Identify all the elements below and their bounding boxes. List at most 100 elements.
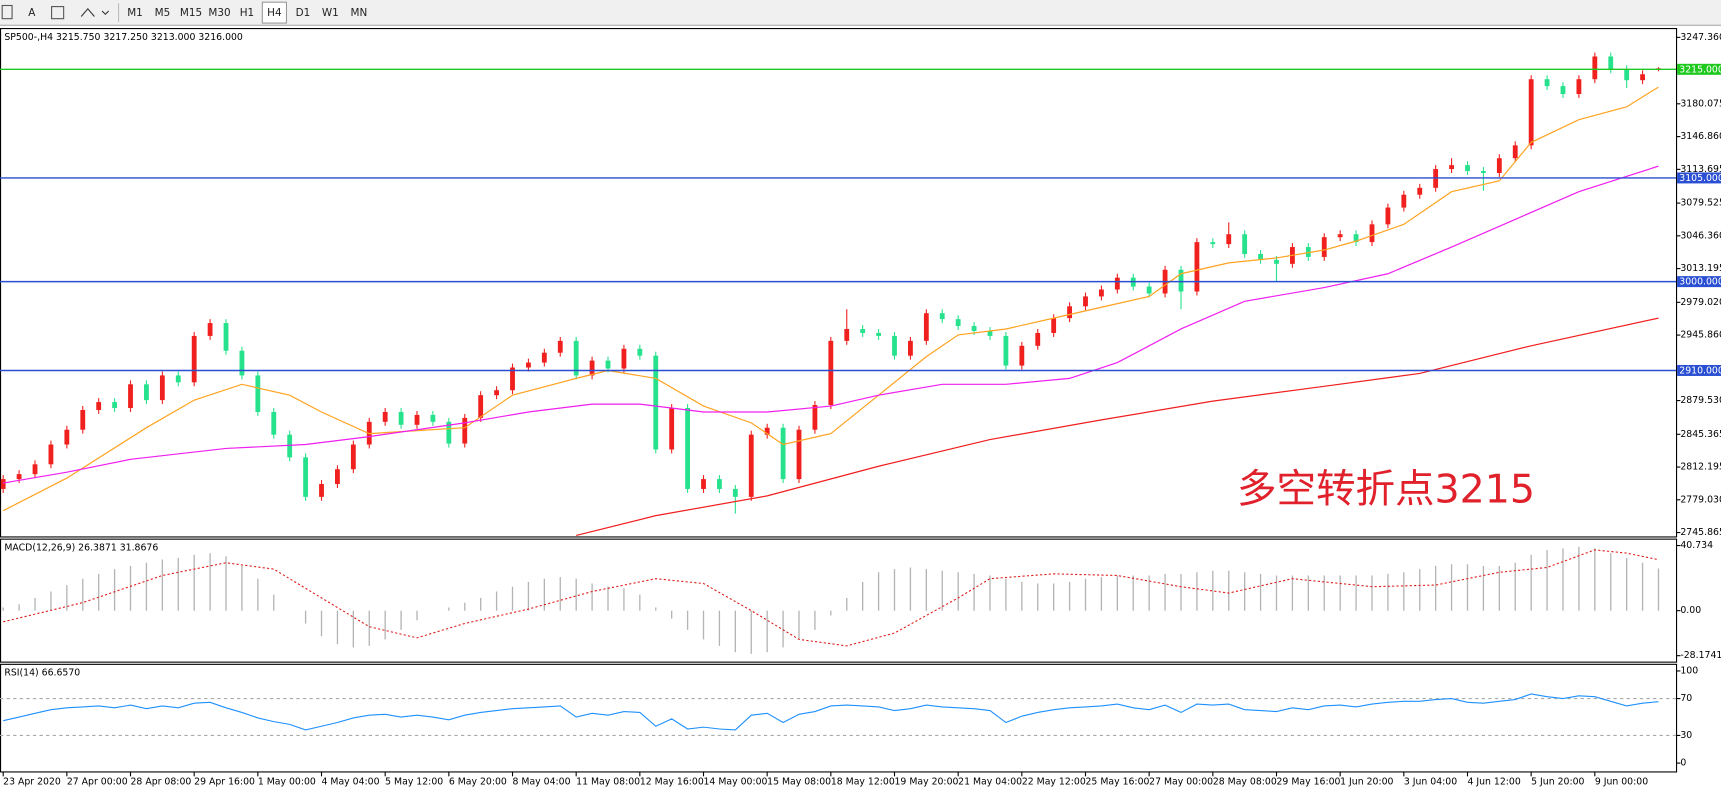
candle-body [589,360,595,376]
label-tool[interactable] [51,6,65,20]
macd-bar [1435,565,1437,611]
level-label: 2910.000 [1679,366,1721,377]
level-label: 3215.000 [1679,64,1721,75]
x-tick-label: 1 May 00:00 [258,776,316,787]
candle-body [1067,306,1072,319]
candle-body [112,402,118,409]
macd-bar [1514,562,1516,611]
candle-body [1210,242,1216,245]
panel-frame [0,663,1678,773]
macd-bar [1275,575,1278,611]
candle-body [128,384,133,409]
candle-body [653,355,659,450]
candle-body [987,330,993,336]
candle-body [1019,345,1025,366]
macd-bar [639,594,641,611]
y-tick-label: 2745.865 [1680,527,1721,538]
timeframe-button[interactable]: M1 [127,7,143,19]
panel-title: SP500-,H4 3215.750 3217.250 3213.000 321… [4,32,243,43]
macd-bar [400,610,402,630]
macd-bar [1498,565,1500,611]
y-tick-label: 2812.195 [1680,462,1721,473]
candle-body [1544,79,1550,87]
x-tick-label: 4 May 04:00 [322,776,380,787]
x-tick-label: 4 Jun 12:00 [1467,776,1520,787]
candle-body [96,402,102,410]
candle-body [191,335,197,383]
macd-bar [909,567,912,611]
timeframe-button[interactable]: D1 [296,7,311,19]
y-tick-label: 2779.030 [1680,494,1721,505]
candle-body [955,319,961,327]
macd-bar [320,610,323,637]
candle-body [971,326,977,331]
candle-body [223,323,229,351]
macd-bar [113,569,116,611]
x-tick-label: 25 May 16:00 [1086,776,1150,787]
macd-bar [1180,573,1182,611]
y-tick-label: 30 [1680,730,1692,741]
panel: RSI(14) 66.6570 100 70 30 0 [0,663,1698,773]
candle-body [16,474,22,480]
level-label-bg [1677,63,1721,75]
macd-bar [782,610,784,648]
timeframe-button[interactable]: M5 [155,7,171,19]
macd-bar [1005,578,1007,611]
macd-bar [1323,575,1325,611]
macd-bar [352,610,355,648]
macd-bar [336,610,339,645]
candle-body [144,384,149,401]
macd-bar [527,581,530,611]
x-tick-label: 22 May 12:00 [1022,776,1086,787]
candle-body [239,350,245,376]
timeframe-button[interactable]: H4 [267,7,282,19]
y-tick-label: 3146.860 [1680,131,1721,142]
macd-bar [686,610,689,630]
text-tool[interactable]: A [28,7,36,19]
candle-body [0,479,6,489]
macd-bar [1244,572,1246,611]
macd-bar [941,570,943,611]
candle-body [350,444,356,470]
macd-bar [1212,570,1214,611]
y-tick-label: 2845.365 [1680,429,1721,440]
timeframe-button[interactable]: H1 [240,7,254,19]
candle-body [255,375,261,412]
macd-bar [750,610,752,654]
x-tick-label: 19 May 20:00 [895,776,959,787]
macd-bar [2,607,4,611]
candle-body [1258,253,1263,260]
x-tick-label: 23 Apr 2020 [3,776,61,787]
candle-body [303,457,309,497]
candle-body [287,434,293,458]
x-tick-label: 18 May 12:00 [831,776,895,787]
candle-body [923,313,929,341]
toolbar-bg [0,0,1721,26]
y-tick-label: 3046.360 [1680,230,1721,241]
timeframe-button[interactable]: M15 [180,7,202,19]
macd-bar [464,602,466,611]
y-tick-label: 0.00 [1680,605,1701,616]
candle-body [478,395,484,418]
y-tick-label: 2945.860 [1680,330,1721,341]
candle-body [1353,234,1359,243]
timeframe-button[interactable]: M30 [208,7,230,19]
macd-bar [161,559,164,611]
crosshair-icon[interactable] [1,4,13,20]
macd-bar [82,578,84,611]
timeframe-button[interactable]: W1 [322,7,339,19]
macd-bar [1228,570,1230,611]
x-tick-label: 29 Apr 16:00 [194,776,255,787]
timeframe-button[interactable]: MN [351,7,368,19]
x-tick-label: 9 Jun 00:00 [1595,776,1648,787]
shapes-tool[interactable] [80,7,110,17]
candle-body [1321,237,1327,257]
candle-body [732,488,738,497]
candle-body [271,411,277,435]
macd-bar [734,610,736,653]
y-tick-label: 70 [1680,693,1692,704]
macd-bar [718,610,721,646]
macd-bar [1546,549,1548,611]
macd-bar [862,581,864,611]
